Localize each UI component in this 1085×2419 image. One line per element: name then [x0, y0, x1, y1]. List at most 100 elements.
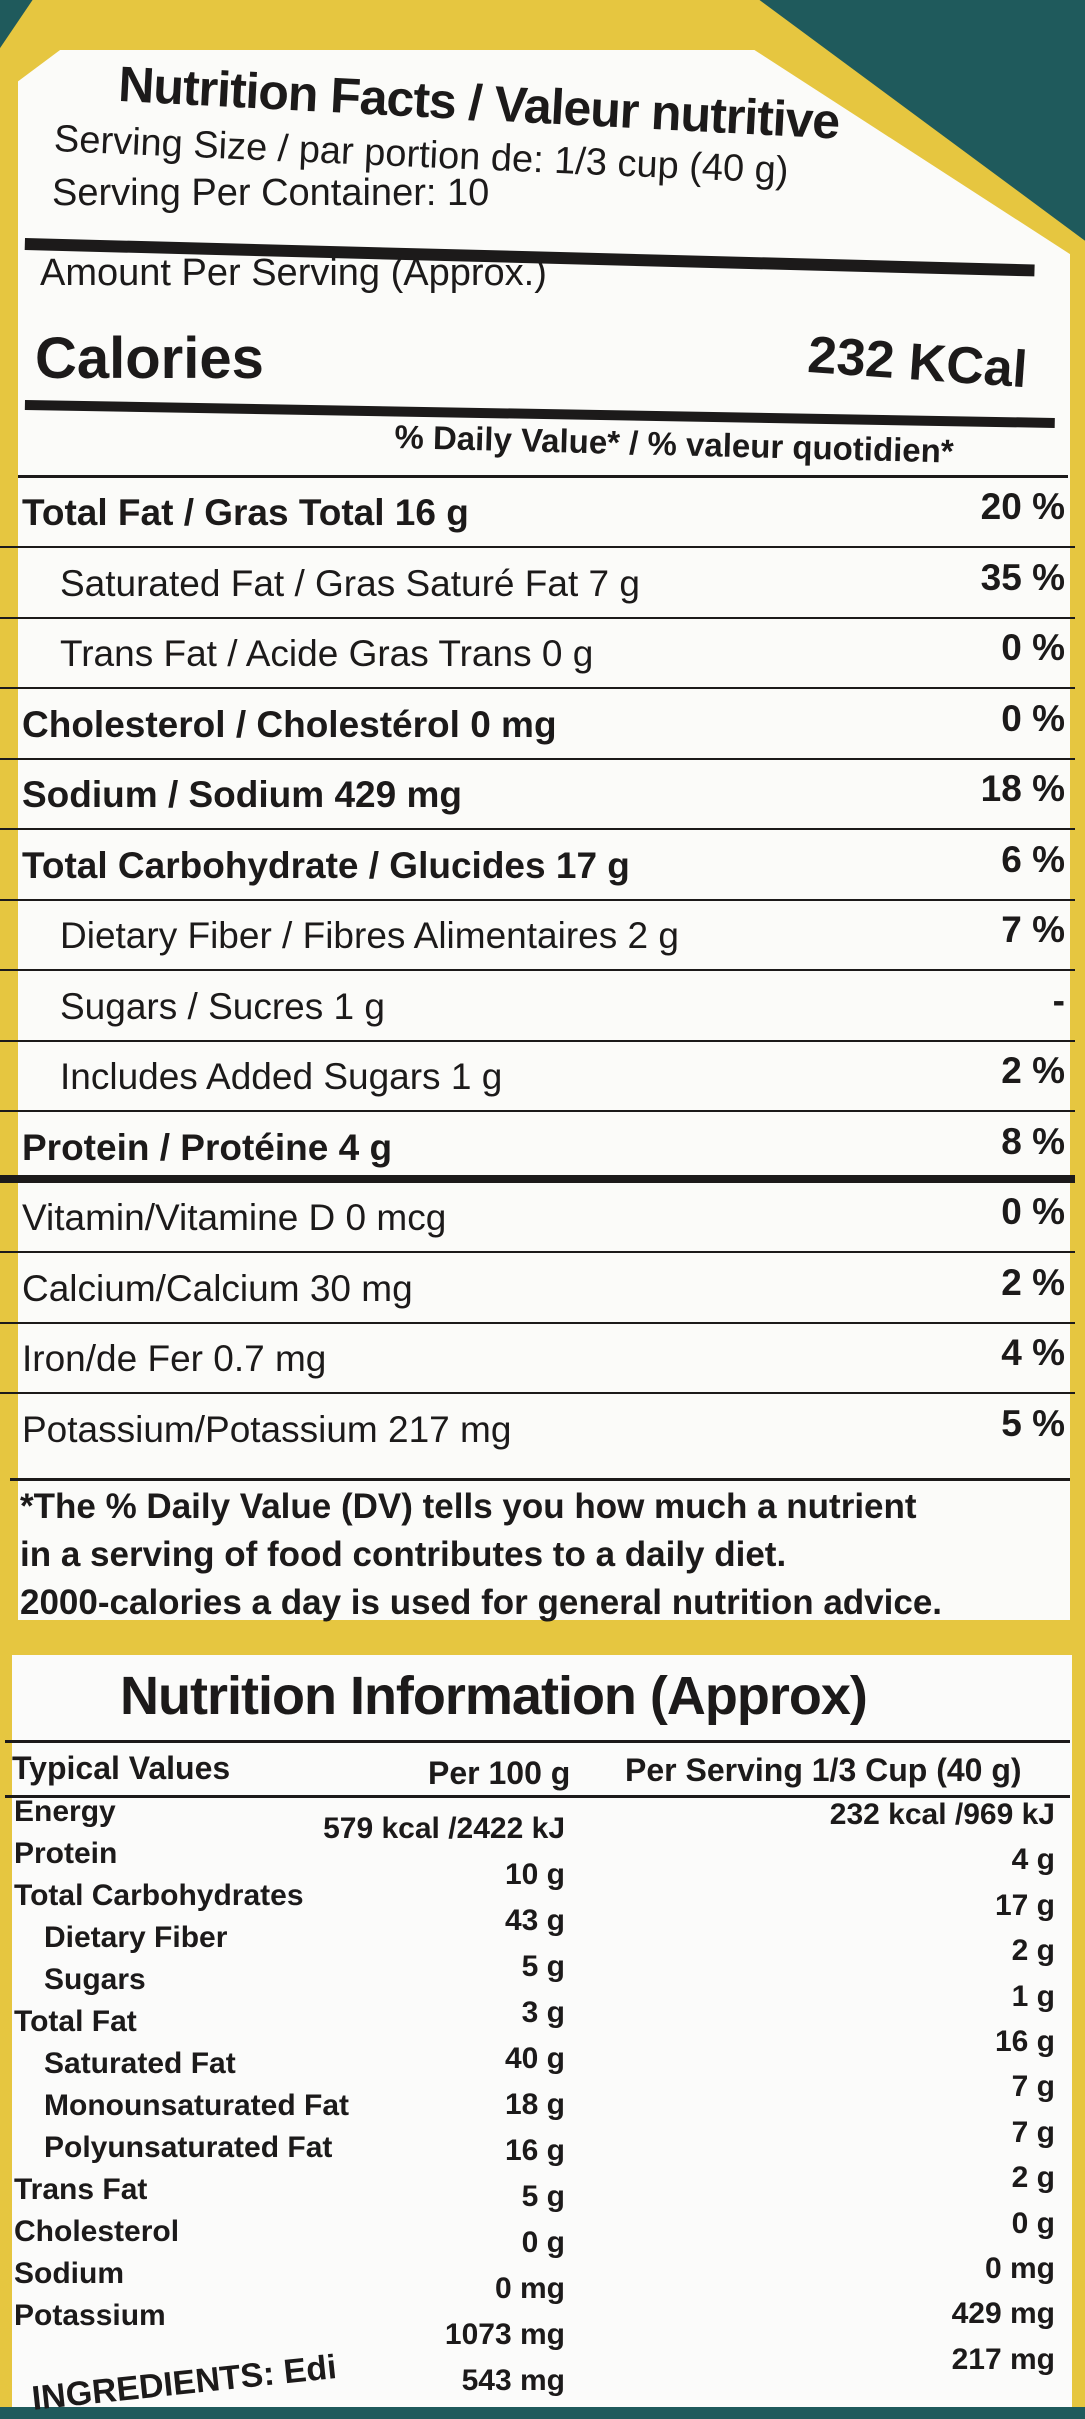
row-label: Potassium [14, 2299, 166, 2332]
per-100g-value: 18 g [504, 2088, 565, 2121]
nutrient-label: Potassium/Potassium 217 mg [22, 1408, 512, 1450]
daily-value-percent: 0 % [1001, 627, 1065, 668]
servings-per-container: Serving Per Container: 10 [52, 172, 490, 214]
divider [0, 828, 1075, 830]
divider [0, 898, 1075, 901]
daily-value-percent: 4 % [1001, 1332, 1065, 1373]
info-title: Nutrition Information (Approx) [120, 1666, 868, 1726]
daily-value-percent: 2 % [1001, 1050, 1065, 1091]
daily-value-percent: 2 % [1001, 1261, 1065, 1303]
nutrition-facts-panel [18, 50, 1070, 1620]
daily-value-percent: 7 % [1001, 909, 1065, 950]
divider [18, 475, 1068, 478]
nutrient-label: Sugars / Sucres 1 g [60, 985, 385, 1027]
daily-value-percent: 0 % [1001, 697, 1065, 739]
per-100g-value: 5 g [521, 1950, 565, 1983]
per-serving-value: 2 g [1011, 1934, 1055, 1968]
divider [0, 1392, 1075, 1394]
footnote-line: *The % Daily Value (DV) tells you how mu… [20, 1487, 917, 1526]
divider [0, 757, 1075, 760]
nutrient-row: Cholesterol / Cholestérol 0 mg 0 % [0, 690, 1085, 760]
nutrient-row: Saturated Fat / Gras Saturé Fat 7 g 35 % [0, 549, 1085, 619]
row-label: Cholesterol [14, 2215, 180, 2248]
row-label: Monounsaturated Fat [44, 2089, 349, 2122]
divider [0, 1039, 1075, 1042]
per-100g-value: 5 g [521, 2180, 565, 2213]
nutrient-label: Includes Added Sugars 1 g [60, 1056, 503, 1097]
per-serving-value: 7 g [1011, 2115, 1055, 2149]
divider [0, 616, 1075, 619]
daily-value-percent: 0 % [1001, 1191, 1065, 1232]
per-serving-value: 16 g [994, 2025, 1055, 2058]
divider [0, 1321, 1075, 1324]
daily-value-percent: 8 % [1001, 1120, 1065, 1162]
nutrient-label: Total Carbohydrate / Glucides 17 g [22, 844, 630, 886]
row-label: Protein [14, 1837, 118, 1870]
daily-value-percent: 18 % [980, 768, 1065, 809]
divider [0, 1110, 1075, 1112]
divider [5, 1795, 1070, 1798]
nutrient-row: Total Fat / Gras Total 16 g 20 % [0, 478, 1085, 548]
nutrient-row: Total Carbohydrate / Glucides 17 g 6 % [0, 831, 1085, 901]
daily-value-percent: 6 % [1001, 838, 1065, 880]
per-serving-value: 429 mg [951, 2297, 1055, 2331]
divider [0, 687, 1075, 689]
per-serving-value: 17 g [994, 1888, 1055, 1922]
amount-per-serving: Amount Per Serving (Approx.) [40, 252, 547, 294]
per-100g-value: 16 g [504, 2134, 565, 2167]
nutrient-label: Total Fat / Gras Total 16 g [22, 492, 469, 533]
nutrient-label: Calcium/Calcium 30 mg [22, 1267, 413, 1309]
header-per100: Per 100 g [428, 1755, 571, 1791]
per-100g-value: 3 g [521, 1996, 565, 2029]
nutrient-label: Iron/de Fer 0.7 mg [22, 1338, 327, 1379]
per-100g-value: 40 g [504, 2042, 565, 2075]
nutrient-row: Trans Fat / Acide Gras Trans 0 g 0 % [0, 619, 1085, 689]
divider [5, 1740, 1070, 1743]
daily-value-percent: 5 % [1001, 1402, 1065, 1444]
nutrient-row: Dietary Fiber / Fibres Alimentaires 2 g 7… [0, 901, 1085, 971]
per-serving-value: 217 mg [951, 2342, 1055, 2376]
footnote-line: in a serving of food contributes to a da… [20, 1535, 787, 1574]
nutrient-label: Cholesterol / Cholestérol 0 mg [22, 703, 557, 745]
calories-label: Calories [35, 326, 264, 391]
divider [10, 1478, 1070, 1481]
nutrient-row: Protein / Protéine 4 g 8 % [0, 1113, 1085, 1183]
nutrient-row: Iron/de Fer 0.7 mg 4 % [0, 1324, 1085, 1394]
nutrient-row: Includes Added Sugars 1 g 2 % [0, 1042, 1085, 1112]
daily-value-percent: - [1052, 979, 1065, 1021]
row-label: Total Carbohydrates [14, 1879, 304, 1912]
row-label: Sodium [14, 2257, 124, 2290]
per-serving-value: 2 g [1011, 2161, 1055, 2195]
divider [0, 1251, 1075, 1253]
header-typical: Typical Values [12, 1750, 231, 1786]
nutrient-label: Sodium / Sodium 429 mg [22, 774, 462, 815]
per-100g-value: 579 kcal /2422 kJ [323, 1812, 565, 1845]
per-100g-value: 0 mg [494, 2272, 565, 2305]
per-100g-value: 0 g [521, 2226, 565, 2259]
divider [0, 969, 1075, 971]
nutrient-row: Sodium / Sodium 429 mg 18 % [0, 760, 1085, 830]
per-100g-value: 543 mg [461, 2364, 565, 2397]
row-label: Energy [14, 1795, 116, 1828]
per-100g-value: 1073 mg [444, 2318, 565, 2351]
nutrient-label: Protein / Protéine 4 g [22, 1126, 393, 1168]
nutrient-label: Dietary Fiber / Fibres Alimentaires 2 g [60, 915, 679, 956]
nutrient-row: Vitamin/Vitamine D 0 mcg 0 % [0, 1183, 1085, 1253]
header-serving: Per Serving 1/3 Cup (40 g) [625, 1752, 1022, 1788]
per-serving-value: 4 g [1011, 1843, 1055, 1877]
nutrient-label: Trans Fat / Acide Gras Trans 0 g [60, 633, 594, 674]
per-100g-value: 10 g [504, 1858, 565, 1891]
nutrient-label: Vitamin/Vitamine D 0 mcg [22, 1197, 447, 1238]
nutrient-row: Potassium/Potassium 217 mg 5 % [0, 1395, 1085, 1465]
row-label: Total Fat [14, 2005, 137, 2038]
divider [0, 546, 1075, 548]
per-100g-value: 43 g [504, 1904, 565, 1937]
row-label: Saturated Fat [44, 2047, 236, 2080]
nutrient-row: Calcium/Calcium 30 mg 2 % [0, 1254, 1085, 1324]
per-serving-value: 0 g [1011, 2206, 1055, 2240]
nutrition-info-panel [12, 1655, 1072, 2407]
row-label: Dietary Fiber [44, 1921, 228, 1954]
footnote-line: 2000-calories a day is used for general … [20, 1583, 943, 1622]
daily-value-percent: 20 % [980, 486, 1065, 527]
divider [0, 1174, 1075, 1183]
